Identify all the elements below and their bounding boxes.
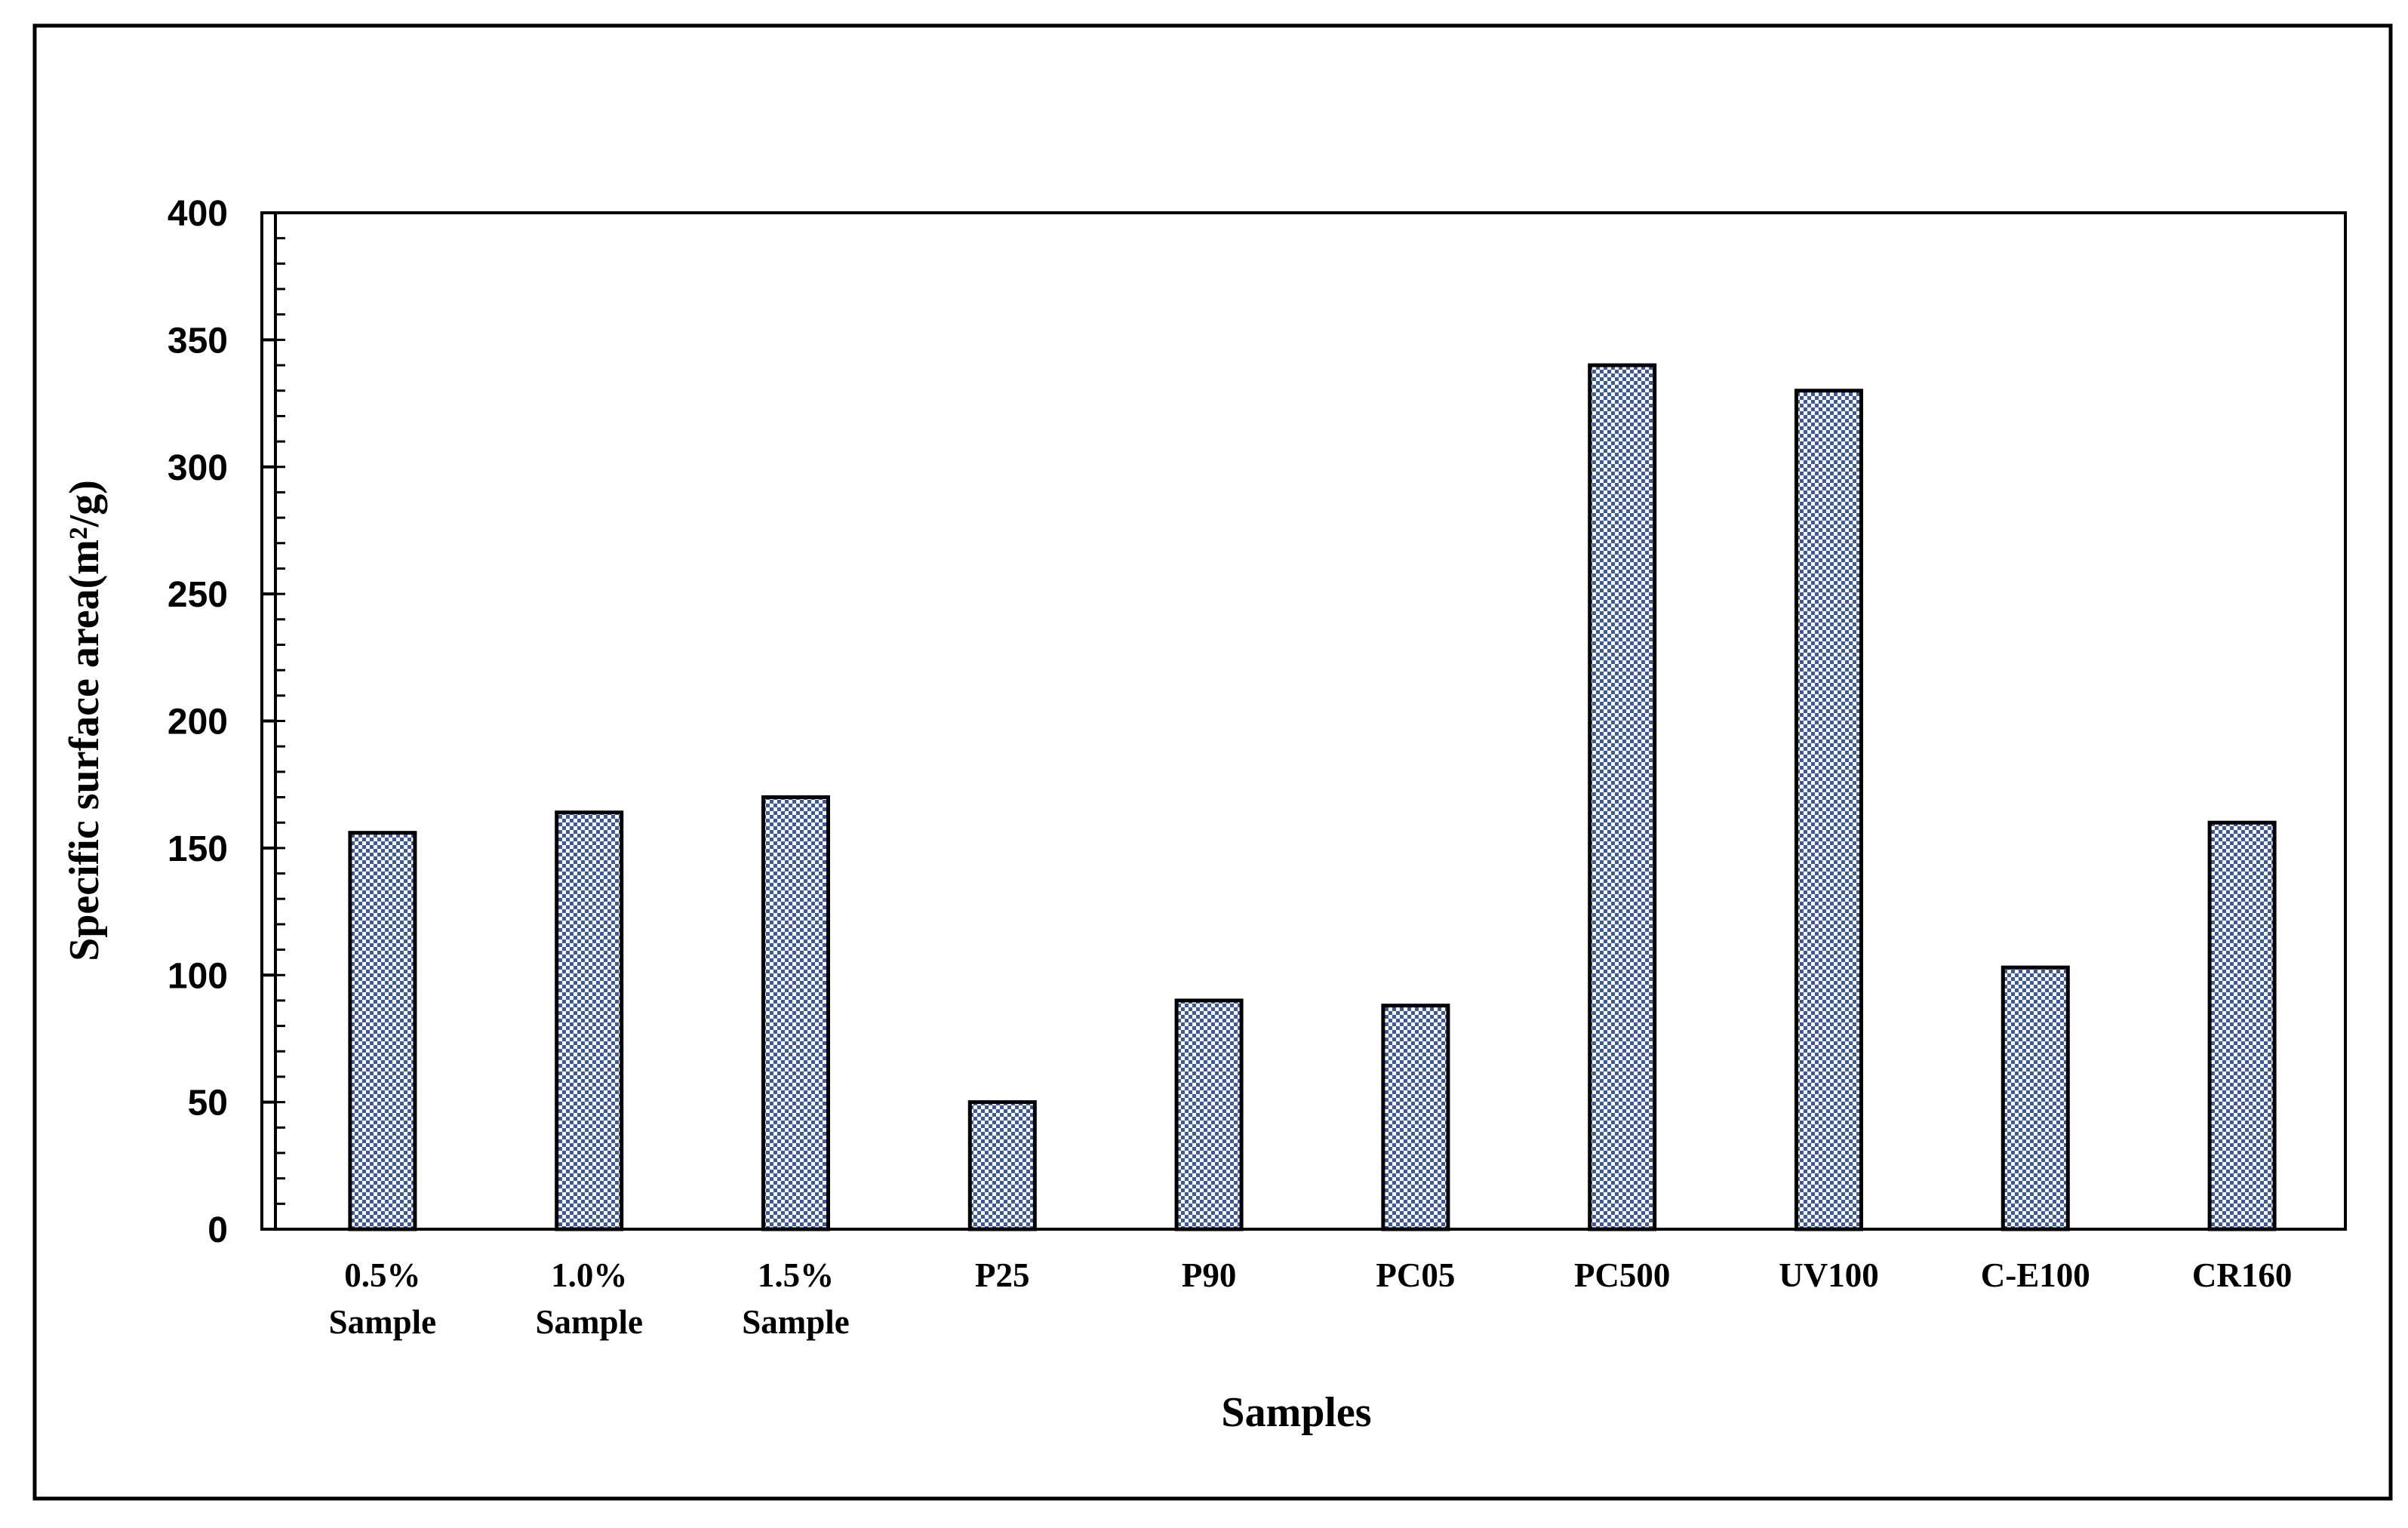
y-tick-label: 300 bbox=[168, 448, 228, 488]
bar bbox=[555, 810, 624, 1231]
bar bbox=[1174, 998, 1244, 1231]
x-axis-title: Samples bbox=[1221, 1389, 1371, 1436]
x-category-label: PC05 bbox=[1376, 1256, 1455, 1294]
category-labels: 0.5% Sample 1.0% Sample 1.5% Sample P25 P90 PC05… bbox=[329, 1256, 2293, 1341]
y-tick-label: 100 bbox=[168, 956, 228, 996]
x-category-label: PC500 bbox=[1574, 1256, 1671, 1294]
bar bbox=[2001, 965, 2070, 1231]
bar bbox=[1794, 389, 1863, 1231]
bar bbox=[1588, 363, 1657, 1231]
x-category-label: CR160 bbox=[2192, 1256, 2293, 1294]
bar bbox=[2207, 820, 2277, 1231]
y-tick-label: 350 bbox=[168, 321, 228, 361]
bar bbox=[761, 795, 830, 1231]
bar bbox=[967, 1100, 1037, 1231]
x-category-label: P90 bbox=[1182, 1256, 1237, 1294]
y-tick-label: 0 bbox=[208, 1210, 228, 1250]
y-minor-ticks bbox=[275, 211, 285, 1231]
y-tick-label: 150 bbox=[168, 829, 228, 869]
y-tick-label: 400 bbox=[168, 194, 228, 234]
y-major-ticks: 0 50 100 150 200 250 300 350 400 bbox=[168, 194, 275, 1250]
y-tick-label: 50 bbox=[188, 1084, 228, 1124]
x-category-label: P25 bbox=[975, 1256, 1030, 1294]
x-category-label: UV100 bbox=[1779, 1256, 1879, 1294]
x-category-label: 1.5% Sample bbox=[742, 1256, 850, 1341]
x-category-label: 1.0% Sample bbox=[535, 1256, 643, 1341]
bar bbox=[348, 831, 417, 1231]
outer-frame bbox=[32, 23, 2393, 1501]
y-tick-label: 250 bbox=[168, 575, 228, 615]
x-category-label: C-E100 bbox=[1981, 1256, 2090, 1294]
y-axis-title: Specific surface area(m²/g) bbox=[61, 480, 108, 961]
y-tick-label: 200 bbox=[168, 703, 228, 742]
bars bbox=[348, 363, 2277, 1231]
bar bbox=[1381, 1004, 1450, 1231]
x-category-label: 0.5% Sample bbox=[329, 1256, 437, 1341]
